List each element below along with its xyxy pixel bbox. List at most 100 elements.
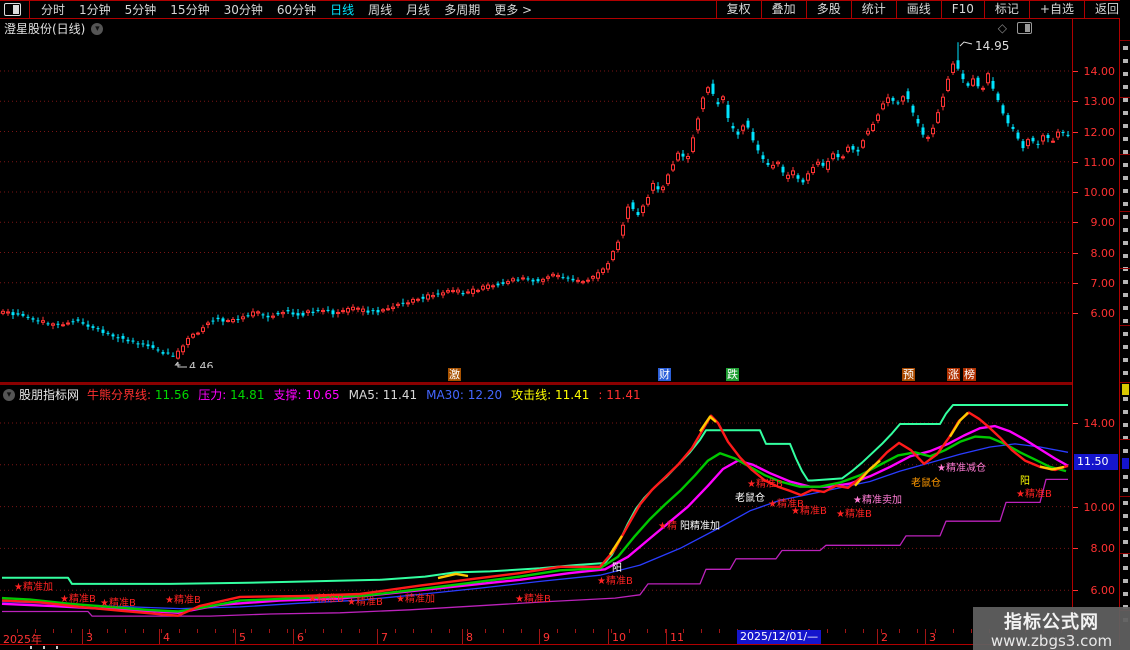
axis-month-label: 7 [381,631,388,644]
bottom-strip [0,645,1130,650]
period-tab[interactable]: 月线 [406,3,431,17]
signal-label: 阳 [612,563,622,574]
signal-label: ★精准卖加 [853,495,902,506]
ticker-badge[interactable]: 榜 [963,368,976,381]
axis-tick [1073,548,1078,550]
axis-month-label: 10 [612,631,626,644]
period-tab[interactable]: 15分钟 [170,3,210,17]
period-tab[interactable]: 日线 [330,3,355,17]
indicator-source-label: 股朋指标网 [19,388,80,402]
indicator-value: 压力: 14.81 [198,388,265,402]
panel-axis-label: 14.00 [1083,417,1116,430]
main-axis-label: 8.00 [1090,246,1116,260]
candlestick-chart[interactable]: 14.95 4.46 [0,38,1072,373]
watermark-title: 指标公式网 [1004,612,1099,633]
axis-month-label: 4 [163,631,170,644]
toolbar-action-button[interactable]: 叠加 [760,1,806,18]
signal-label: ★精准B [597,576,633,587]
axis-tick [1073,590,1078,592]
signal-label: ★精准B [768,499,804,510]
chevron-down-icon[interactable]: ▾ [3,388,15,401]
axis-month-tick [877,629,878,644]
sidebar-strip-separators [1120,40,1130,630]
page-title: 澄星股份(日线) [4,22,86,36]
tick-mark [43,646,45,649]
toolbar-action-button[interactable]: F10 [940,1,984,18]
axis-month-tick [159,629,160,644]
axis-year-label: 2025年 [3,633,42,646]
toolbar-action-button[interactable]: 画线 [895,1,941,18]
signal-label: ★精准B [515,594,551,605]
main-axis-label: 13.00 [1083,95,1116,109]
signal-label: ★精准B [308,594,344,605]
axis-tick [1073,506,1078,508]
axis-month-label: 2 [881,631,888,644]
signal-label: 阳 [1020,476,1030,487]
signal-label: ★精准加 [396,594,435,605]
toolbar-action-button[interactable]: 统计 [850,1,896,18]
signal-label: ★精准B [1016,489,1052,500]
period-tabs: 分时 1分钟 5分钟 15分钟 30分钟 60分钟 日线 周线 月线 多周期 更多 > [34,1,539,18]
sidebar-strip-highlight-blue [1122,458,1129,469]
axis-tick [1073,131,1078,133]
period-tab[interactable]: 周线 [368,3,393,17]
layout-toggle-icon[interactable] [4,3,21,16]
right-sidebar-strip[interactable] [1120,0,1130,650]
axis-month-label: 11 [670,631,684,644]
axis-month-tick [293,629,294,644]
axis-month-tick [377,629,378,644]
signal-label: ★精 [658,521,677,532]
tick-mark [30,646,32,649]
axis-tick [1073,313,1078,314]
axis-tick [1073,252,1078,254]
axis-tick [1073,71,1078,72]
time-axis: 2025年345678910111232025/12/01/— [0,629,1072,646]
main-axis-label: 11.00 [1083,155,1116,169]
axis-month-label: 5 [239,631,246,644]
axis-month-label: 8 [466,631,473,644]
axis-month-tick [925,629,926,644]
period-tab[interactable]: 60分钟 [276,3,317,17]
signal-label: ★精准减仓 [937,463,986,474]
toolbar-action-button[interactable]: 复权 [715,1,761,18]
ticker-badge[interactable]: 财 [658,368,671,381]
toolbar-action-button[interactable]: 标记 [983,1,1029,18]
axis-tick [1073,222,1078,224]
toolbar-action-button[interactable]: +自选 [1028,1,1084,18]
signal-label: ★精准B [60,594,96,605]
period-tab[interactable]: 多周期 [444,3,481,17]
diamond-icon[interactable]: ◇ [997,21,1007,35]
period-tab[interactable]: 30分钟 [223,3,263,17]
indicator-value: : 11.41 [598,388,641,402]
ticker-badge[interactable]: 涨 [947,368,960,381]
period-tab[interactable]: 分时 [41,3,66,17]
axis-tick [1073,192,1078,193]
period-tab[interactable]: 1分钟 [79,3,111,17]
indicator-values: 牛熊分界线: 11.56 压力: 14.81 支撑: 10.65 MA5: 11.41… [87,386,650,403]
ticker-badge[interactable]: 跌 [726,368,739,381]
indicator-value: 支撑: 10.65 [273,388,340,402]
indicator-panel[interactable]: ★精准加 ★精准B ★精准B ★精准B ★精准B ★精准B ★精准加 ★精准B 阳 ★精准B ★精阳… [0,403,1072,629]
signal-label: 老鼠仓 [911,478,941,489]
axis-tick [1073,282,1078,284]
main-axis-label: 9.00 [1090,216,1116,230]
indicator-value: MA5: 11.41 [348,388,418,402]
axis-month-label: 3 [929,631,936,644]
signal-label: ★精准B [100,598,136,609]
chevron-down-icon[interactable]: ▾ [91,22,104,35]
signal-label: ★精准B [747,479,783,490]
axis-month-tick [235,629,236,644]
axis-month-tick [462,629,463,644]
axis-tick [1073,161,1078,163]
ticker-badge[interactable]: 激 [448,368,461,381]
panel-layout-icon[interactable] [1017,22,1032,34]
svg-text:14.95: 14.95 [975,39,1009,53]
axis-month-label: 3 [86,631,93,644]
ticker-badge[interactable]: 预 [902,368,915,381]
toolbar-separator [29,1,30,18]
title-row: 澄星股份(日线) ▾ ◇ [0,19,1072,38]
toolbar-action-button[interactable]: 多股 [805,1,851,18]
watermark-url: www.zbgs3.com [990,632,1113,650]
period-tab[interactable]: 5分钟 [124,3,157,17]
period-tab[interactable]: 更多 > [494,3,533,17]
